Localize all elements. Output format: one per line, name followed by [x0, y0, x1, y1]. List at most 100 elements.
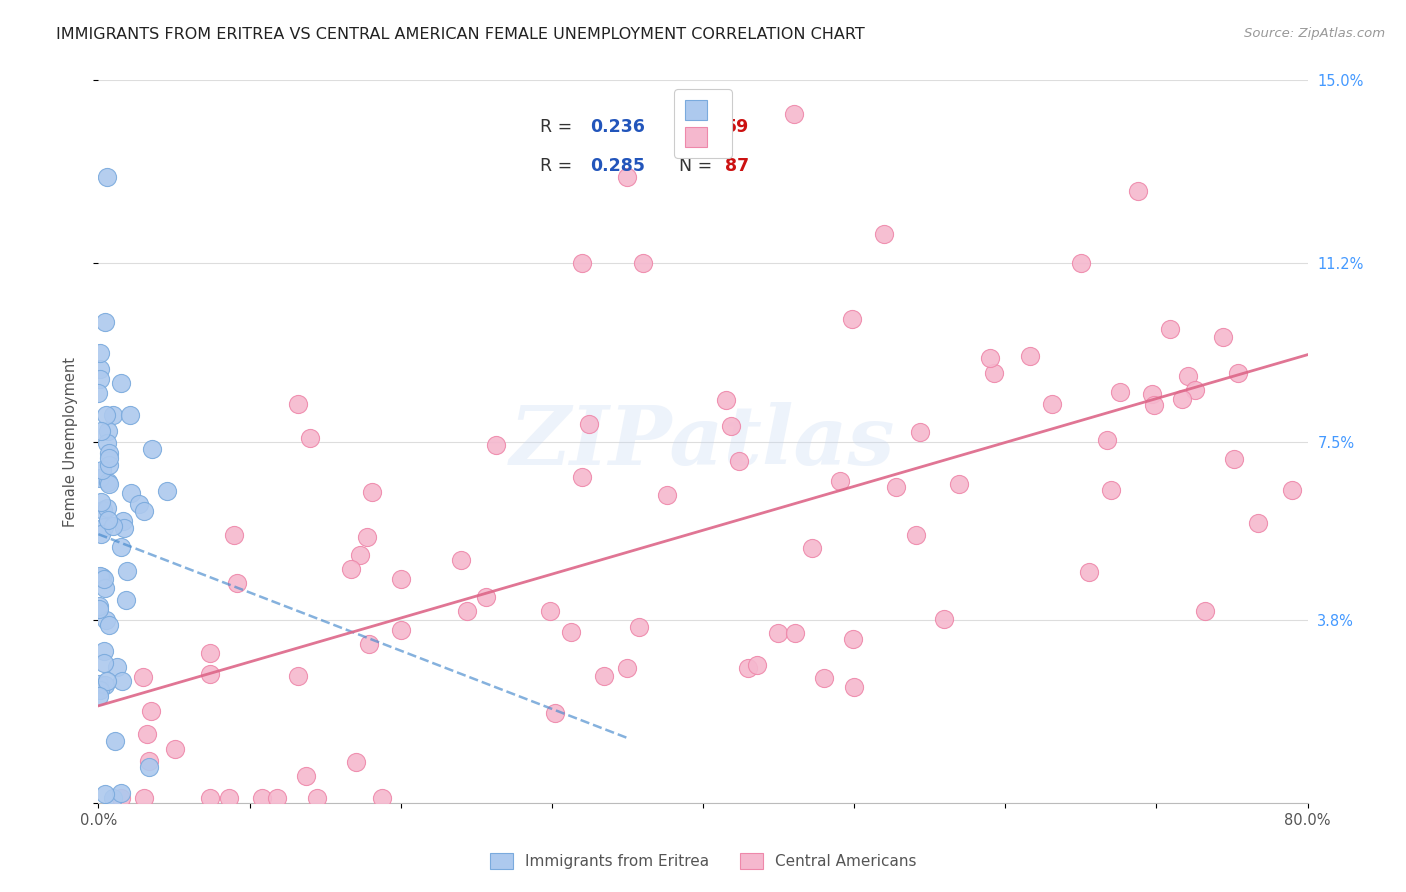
Point [96, 169, 118, 184]
Point [1159, 321, 1181, 335]
Point [96, 501, 118, 516]
Point [371, 791, 394, 805]
Point [90, 569, 112, 583]
Point [359, 638, 381, 652]
Point [768, 625, 790, 640]
Text: 0.285: 0.285 [591, 156, 645, 175]
Point [112, 514, 135, 528]
Point [89, 599, 111, 613]
Point [93, 657, 115, 671]
Point [737, 661, 759, 675]
Point [360, 485, 382, 500]
Point [783, 107, 806, 121]
Point [96, 408, 118, 422]
Text: 59: 59 [724, 119, 749, 136]
Point [89, 471, 111, 485]
Point [110, 786, 132, 800]
Point [89, 689, 111, 703]
Point [1019, 350, 1042, 364]
Point [98, 618, 121, 632]
Text: N =: N = [679, 119, 717, 136]
Point [1070, 256, 1092, 270]
Point [886, 480, 908, 494]
Point [94, 315, 117, 329]
Point [93, 644, 115, 658]
Point [908, 425, 931, 439]
Point [1143, 398, 1166, 412]
Point [101, 519, 124, 533]
Point [631, 256, 654, 270]
Point [90, 527, 112, 541]
Text: R =: R = [540, 119, 578, 136]
Point [287, 397, 309, 411]
Point [475, 590, 498, 604]
Point [89, 372, 111, 386]
Legend: Immigrants from Eritrea, Central Americans: Immigrants from Eritrea, Central America… [484, 847, 922, 875]
Point [450, 553, 472, 567]
Point [714, 393, 737, 408]
Point [132, 670, 155, 684]
Point [110, 791, 132, 805]
Point [87, 386, 110, 401]
Point [616, 169, 638, 184]
Point [828, 474, 851, 488]
Point [165, 741, 187, 756]
Point [97, 475, 120, 489]
Point [112, 521, 135, 535]
Point [97, 451, 120, 466]
Text: 0.236: 0.236 [591, 119, 645, 136]
Point [295, 769, 318, 783]
Point [287, 669, 309, 683]
Point [349, 548, 371, 562]
Point [538, 603, 561, 617]
Point [1142, 387, 1164, 401]
Point [305, 791, 328, 805]
Point [1078, 565, 1101, 579]
Point [813, 671, 835, 685]
Point [90, 462, 112, 476]
Point [110, 376, 132, 391]
Point [1040, 397, 1063, 411]
Point [97, 424, 120, 438]
Point [299, 431, 322, 445]
Point [94, 613, 117, 627]
Point [266, 791, 288, 805]
Point [128, 498, 150, 512]
Point [1128, 184, 1150, 198]
Point [120, 486, 142, 500]
Point [94, 581, 117, 595]
Point [141, 704, 163, 718]
Point [96, 435, 118, 450]
Point [389, 572, 412, 586]
Point [948, 477, 970, 491]
Point [97, 512, 120, 526]
Point [905, 527, 928, 541]
Point [1281, 483, 1303, 497]
Point [842, 632, 865, 646]
Point [250, 791, 273, 805]
Text: N =: N = [679, 156, 717, 175]
Point [101, 409, 124, 423]
Point [1247, 516, 1270, 530]
Text: IMMIGRANTS FROM ERITREA VS CENTRAL AMERICAN FEMALE UNEMPLOYMENT CORRELATION CHAR: IMMIGRANTS FROM ERITREA VS CENTRAL AMERI… [56, 27, 865, 42]
Point [1223, 451, 1246, 466]
Text: ZIPatlas: ZIPatlas [510, 401, 896, 482]
Text: R =: R = [540, 156, 578, 175]
Point [87, 602, 110, 616]
Legend: , : , [673, 89, 733, 158]
Point [983, 367, 1005, 381]
Point [136, 727, 159, 741]
Point [932, 612, 955, 626]
Point [1212, 329, 1234, 343]
Point [657, 488, 679, 502]
Point [1177, 369, 1199, 384]
Point [132, 791, 155, 805]
Point [96, 673, 118, 688]
Point [132, 504, 155, 518]
Point [98, 446, 121, 460]
Point [1171, 392, 1194, 407]
Point [89, 569, 111, 583]
Point [801, 541, 824, 556]
Point [485, 437, 508, 451]
Point [97, 477, 120, 491]
